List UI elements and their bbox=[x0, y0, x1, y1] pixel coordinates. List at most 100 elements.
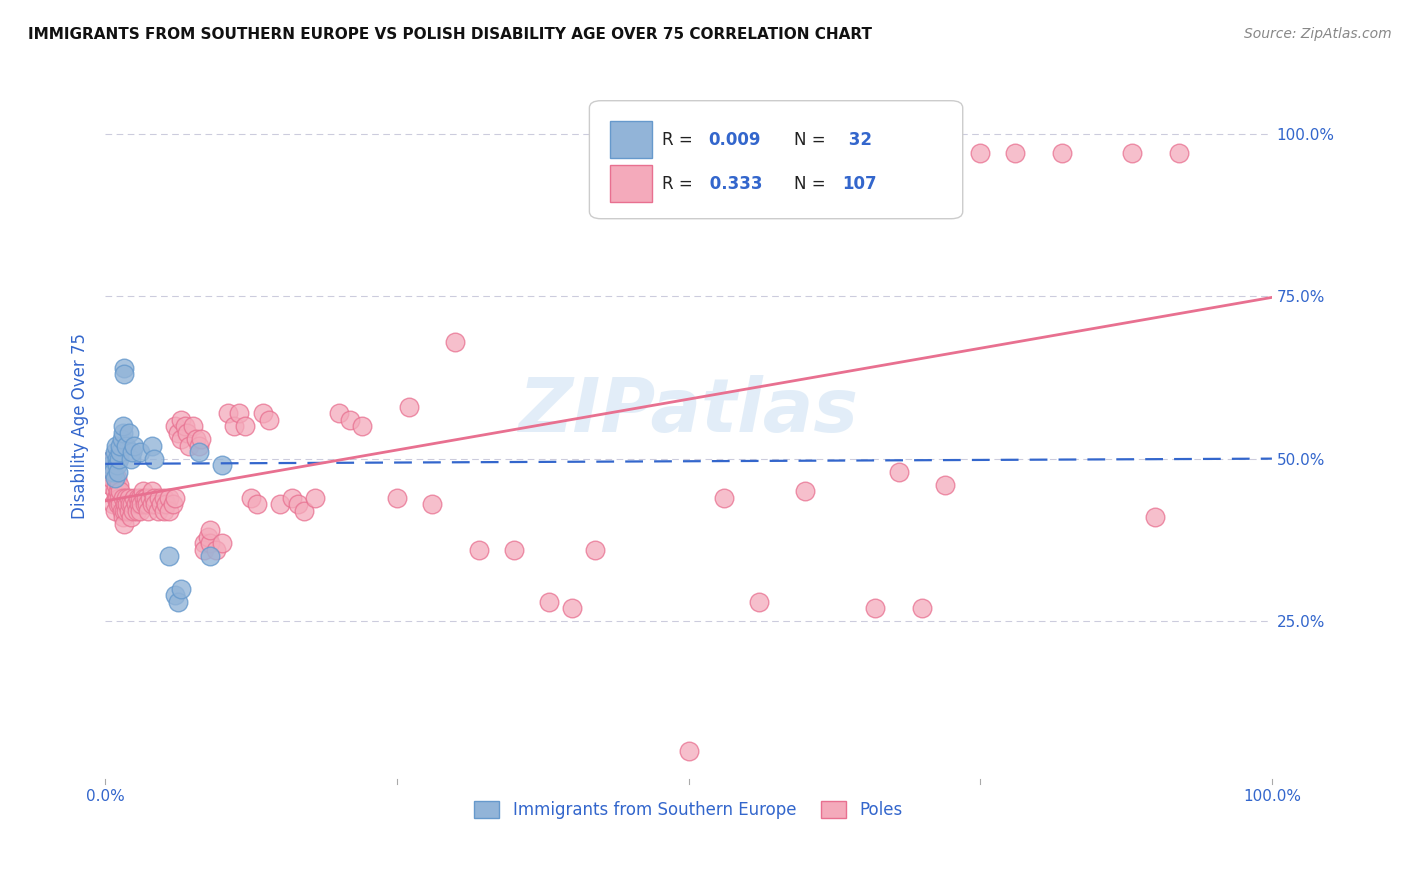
Point bbox=[107, 484, 129, 499]
Point bbox=[135, 491, 157, 505]
Point bbox=[165, 588, 187, 602]
Point bbox=[129, 491, 152, 505]
Point bbox=[200, 536, 222, 550]
Point bbox=[129, 445, 152, 459]
Text: 32: 32 bbox=[842, 131, 872, 149]
Point bbox=[108, 477, 131, 491]
Point bbox=[257, 412, 280, 426]
Point bbox=[104, 491, 127, 505]
Point bbox=[127, 491, 149, 505]
Point bbox=[112, 367, 135, 381]
Point bbox=[1167, 146, 1189, 161]
Point bbox=[200, 523, 222, 537]
Point bbox=[100, 458, 122, 472]
Point bbox=[131, 484, 153, 499]
Point bbox=[103, 465, 125, 479]
Point bbox=[110, 439, 132, 453]
Point bbox=[121, 445, 143, 459]
Point bbox=[115, 439, 138, 453]
Point bbox=[170, 432, 193, 446]
Point bbox=[166, 425, 188, 440]
Point bbox=[678, 744, 700, 758]
Point bbox=[162, 497, 184, 511]
Point bbox=[104, 477, 127, 491]
Point bbox=[187, 445, 209, 459]
Point bbox=[101, 451, 124, 466]
Point bbox=[110, 503, 132, 517]
Point bbox=[190, 432, 212, 446]
Point bbox=[97, 465, 120, 479]
Text: ZIPatlas: ZIPatlas bbox=[519, 376, 859, 449]
Point bbox=[112, 516, 135, 531]
Point bbox=[110, 497, 132, 511]
Point bbox=[292, 503, 315, 517]
Point bbox=[187, 439, 209, 453]
Text: 0.009: 0.009 bbox=[709, 131, 761, 149]
Point bbox=[134, 497, 156, 511]
Text: R =: R = bbox=[662, 176, 697, 194]
Point bbox=[105, 451, 128, 466]
Point bbox=[193, 542, 215, 557]
Point bbox=[100, 471, 122, 485]
Point bbox=[103, 503, 125, 517]
Point bbox=[150, 497, 173, 511]
Text: N =: N = bbox=[793, 176, 831, 194]
Point bbox=[197, 530, 219, 544]
Point bbox=[211, 536, 233, 550]
Point bbox=[287, 497, 309, 511]
Point bbox=[107, 497, 129, 511]
Point bbox=[107, 465, 129, 479]
Point bbox=[157, 491, 180, 505]
Point bbox=[108, 451, 131, 466]
Point bbox=[115, 491, 138, 505]
Point bbox=[105, 458, 128, 472]
Point bbox=[969, 146, 991, 161]
FancyBboxPatch shape bbox=[589, 101, 963, 219]
Point bbox=[141, 497, 163, 511]
Text: R =: R = bbox=[662, 131, 697, 149]
Point bbox=[145, 497, 167, 511]
Text: IMMIGRANTS FROM SOUTHERN EUROPE VS POLISH DISABILITY AGE OVER 75 CORRELATION CHA: IMMIGRANTS FROM SOUTHERN EUROPE VS POLIS… bbox=[28, 27, 872, 42]
Point bbox=[141, 484, 163, 499]
Point bbox=[157, 503, 180, 517]
Point bbox=[125, 503, 148, 517]
Point bbox=[193, 536, 215, 550]
Point bbox=[181, 419, 204, 434]
Point bbox=[304, 491, 326, 505]
Point bbox=[467, 542, 489, 557]
Point bbox=[1050, 146, 1073, 161]
Point bbox=[124, 439, 146, 453]
Point bbox=[138, 491, 160, 505]
Point bbox=[117, 491, 139, 505]
Point bbox=[398, 400, 420, 414]
FancyBboxPatch shape bbox=[610, 165, 652, 202]
Point bbox=[104, 439, 127, 453]
Point bbox=[863, 601, 886, 615]
Point bbox=[120, 510, 142, 524]
Point bbox=[120, 451, 142, 466]
Point bbox=[117, 497, 139, 511]
Point bbox=[170, 582, 193, 596]
Point bbox=[132, 491, 155, 505]
Point bbox=[105, 471, 128, 485]
Point bbox=[122, 503, 145, 517]
Point bbox=[129, 503, 152, 517]
Point bbox=[165, 419, 187, 434]
Point bbox=[537, 595, 560, 609]
Point bbox=[148, 491, 170, 505]
Point bbox=[252, 406, 274, 420]
Point bbox=[794, 484, 817, 499]
Y-axis label: Disability Age Over 75: Disability Age Over 75 bbox=[72, 333, 89, 519]
Point bbox=[222, 419, 245, 434]
Point bbox=[98, 477, 121, 491]
Point bbox=[173, 419, 195, 434]
Point bbox=[117, 425, 139, 440]
Point bbox=[131, 497, 153, 511]
Point bbox=[112, 503, 135, 517]
Point bbox=[103, 497, 125, 511]
Point bbox=[217, 406, 239, 420]
Point bbox=[155, 497, 177, 511]
Point bbox=[110, 445, 132, 459]
Point bbox=[887, 465, 910, 479]
Point bbox=[111, 425, 134, 440]
